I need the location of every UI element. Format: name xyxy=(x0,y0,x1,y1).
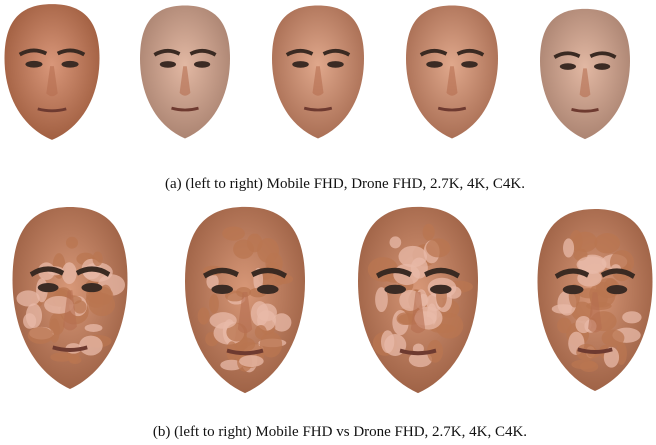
eye xyxy=(160,61,176,68)
face xyxy=(272,5,364,138)
caption-b: (b) (left to right) Mobile FHD vs Drone … xyxy=(153,424,527,440)
texture-patch xyxy=(399,246,427,267)
texture-patch xyxy=(198,307,210,324)
texture-patch xyxy=(390,236,402,248)
face-renders xyxy=(4,4,652,393)
texture-patch xyxy=(602,329,625,346)
texture-patch xyxy=(557,317,571,333)
face xyxy=(358,207,478,393)
texture-patch xyxy=(233,239,254,258)
face xyxy=(13,207,128,389)
texture-patch xyxy=(85,324,103,332)
texture-patch xyxy=(17,290,40,306)
eye xyxy=(211,285,233,294)
texture-patch xyxy=(563,238,574,257)
texture-patch xyxy=(257,303,277,321)
texture-patch xyxy=(622,311,641,323)
face xyxy=(540,9,630,139)
texture-patch xyxy=(28,327,53,344)
texture-patch xyxy=(62,262,77,284)
texture-patch xyxy=(209,294,219,314)
eye xyxy=(607,285,628,294)
texture-patch xyxy=(594,233,620,253)
texture-patch xyxy=(79,336,103,356)
eye xyxy=(327,61,344,68)
face xyxy=(140,5,230,138)
texture-patch xyxy=(69,356,82,364)
texture-patch xyxy=(239,355,264,367)
face xyxy=(4,4,99,140)
face xyxy=(406,5,498,138)
texture-patch xyxy=(255,325,267,339)
eye xyxy=(461,61,478,68)
eye xyxy=(257,285,279,294)
eye xyxy=(594,63,610,70)
eye xyxy=(62,61,79,68)
face xyxy=(185,207,305,393)
face xyxy=(538,209,653,391)
texture-patch xyxy=(92,252,102,267)
texture-patch xyxy=(580,361,598,372)
texture-patch xyxy=(222,226,245,240)
texture-patch xyxy=(26,303,42,328)
texture-patch xyxy=(73,300,86,313)
texture-patch xyxy=(573,232,597,252)
eye xyxy=(292,61,309,68)
eye xyxy=(430,285,452,294)
eye xyxy=(426,61,443,68)
figure: (a) (left to right) Mobile FHD, Drone FH… xyxy=(0,0,656,445)
caption-a: (a) (left to right) Mobile FHD, Drone FH… xyxy=(165,176,525,192)
eye xyxy=(38,283,59,292)
texture-patch xyxy=(423,224,435,241)
eye xyxy=(560,63,576,70)
eye xyxy=(563,285,584,294)
eye xyxy=(194,61,210,68)
texture-patch xyxy=(209,312,236,329)
eye xyxy=(384,285,406,294)
eye xyxy=(25,61,42,68)
texture-patch xyxy=(66,237,78,249)
eye xyxy=(82,283,103,292)
texture-patch xyxy=(426,238,450,257)
